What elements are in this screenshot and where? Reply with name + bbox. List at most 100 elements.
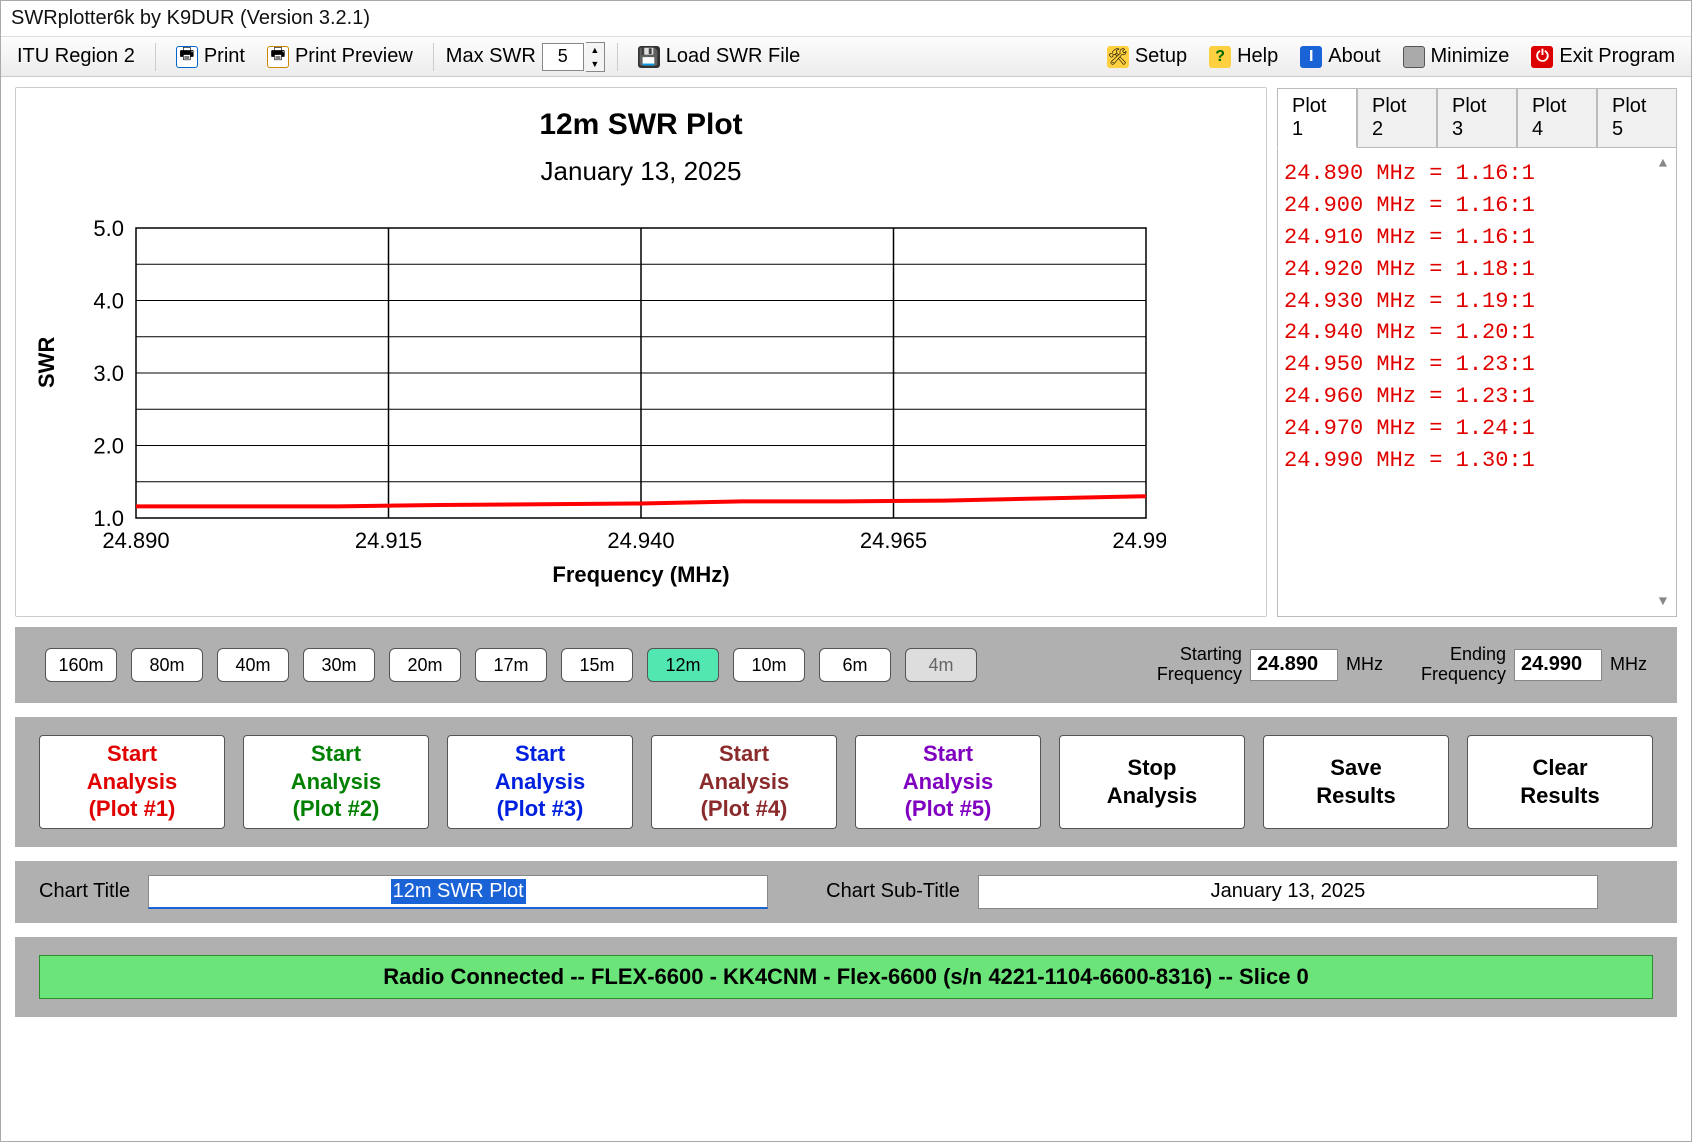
start-freq-input[interactable] (1250, 649, 1338, 681)
scroll-down-icon[interactable]: ▼ (1654, 592, 1672, 610)
chart-subtitle-label: Chart Sub-Title (826, 880, 960, 903)
svg-text:Frequency (MHz): Frequency (MHz) (552, 562, 729, 587)
listing-row: 24.920 MHz = 1.18:1 (1284, 254, 1670, 286)
exit-label: Exit Program (1559, 45, 1675, 68)
max-swr-label: Max SWR (446, 45, 536, 68)
band-button-80m[interactable]: 80m (131, 648, 203, 682)
band-button-12m[interactable]: 12m (647, 648, 719, 682)
svg-text:4.0: 4.0 (93, 289, 124, 314)
listing-row: 24.910 MHz = 1.16:1 (1284, 222, 1670, 254)
start-analysis-plot1-button[interactable]: StartAnalysis(Plot #1) (39, 735, 225, 829)
listing-row: 24.990 MHz = 1.30:1 (1284, 445, 1670, 477)
chart-title-label: Chart Title (39, 880, 130, 903)
itu-region-dropdown[interactable]: ITU Region 2 (9, 41, 143, 72)
start-analysis-plot5-button[interactable]: StartAnalysis(Plot #5) (855, 735, 1041, 829)
side-panel: Plot 1Plot 2Plot 3Plot 4Plot 5 ▲ ▼ 24.89… (1277, 87, 1677, 617)
max-swr-spin[interactable]: ▲ ▼ (586, 42, 605, 72)
chart-subtitle-input[interactable] (978, 875, 1598, 909)
tools-icon: 🛠 (1107, 46, 1129, 68)
exit-button[interactable]: ⏻ Exit Program (1523, 41, 1683, 72)
chart-title-value: 12m SWR Plot (391, 879, 526, 904)
mhz-label: MHz (1610, 654, 1647, 675)
minimize-icon (1403, 46, 1425, 68)
band-button-17m[interactable]: 17m (475, 648, 547, 682)
svg-text:3.0: 3.0 (93, 361, 124, 386)
action-buttons-strip: StartAnalysis(Plot #1) StartAnalysis(Plo… (15, 717, 1677, 847)
tab-plot-5[interactable]: Plot 5 (1597, 88, 1677, 148)
tab-plot-3[interactable]: Plot 3 (1437, 88, 1517, 148)
band-row: 160m 80m 40m 30m 20m 17m 15m 12m 10m 6m 4m Startin… (45, 645, 1647, 685)
svg-text:24.940: 24.940 (607, 528, 674, 553)
help-button[interactable]: ? Help (1201, 41, 1286, 72)
band-button-20m[interactable]: 20m (389, 648, 461, 682)
max-swr-stepper[interactable]: ▲ ▼ (542, 42, 605, 72)
plot-tabs: Plot 1Plot 2Plot 3Plot 4Plot 5 (1277, 87, 1677, 147)
print-preview-icon: 🖶 (267, 46, 289, 68)
listing-row: 24.930 MHz = 1.19:1 (1284, 286, 1670, 318)
listing-row: 24.940 MHz = 1.20:1 (1284, 317, 1670, 349)
print-button[interactable]: 🖶 Print (168, 41, 253, 72)
status-strip: Radio Connected -- FLEX-6600 - KK4CNM - … (15, 937, 1677, 1017)
toolbar: ITU Region 2 🖶 Print 🖶 Print Preview Max… (1, 37, 1691, 77)
window-title: SWRplotter6k by K9DUR (Version 3.2.1) (11, 7, 370, 29)
stop-analysis-button[interactable]: StopAnalysis (1059, 735, 1245, 829)
tab-plot-4[interactable]: Plot 4 (1517, 88, 1597, 148)
swr-listing[interactable]: ▲ ▼ 24.890 MHz = 1.16:124.900 MHz = 1.16… (1277, 147, 1677, 617)
end-freq-block: EndingFrequency MHz (1421, 645, 1647, 685)
tab-plot-2[interactable]: Plot 2 (1357, 88, 1437, 148)
save-disk-icon: 💾 (638, 46, 660, 68)
app-window: SWRplotter6k by K9DUR (Version 3.2.1) IT… (0, 0, 1692, 1142)
setup-label: Setup (1135, 45, 1187, 68)
band-button-10m[interactable]: 10m (733, 648, 805, 682)
band-strip: 160m 80m 40m 30m 20m 17m 15m 12m 10m 6m 4m Startin… (15, 627, 1677, 703)
separator (433, 43, 434, 71)
window-titlebar: SWRplotter6k by K9DUR (Version 3.2.1) (1, 1, 1691, 37)
power-icon: ⏻ (1531, 46, 1553, 68)
mhz-label: MHz (1346, 654, 1383, 675)
spin-down-icon[interactable]: ▼ (586, 57, 604, 71)
help-label: Help (1237, 45, 1278, 68)
clear-results-button[interactable]: ClearResults (1467, 735, 1653, 829)
tab-plot-1[interactable]: Plot 1 (1277, 88, 1357, 148)
status-bar: Radio Connected -- FLEX-6600 - KK4CNM - … (39, 955, 1653, 999)
about-button[interactable]: I About (1292, 41, 1388, 72)
print-preview-label: Print Preview (295, 45, 413, 68)
max-swr-input[interactable] (542, 43, 584, 71)
listing-row: 24.960 MHz = 1.23:1 (1284, 381, 1670, 413)
minimize-button[interactable]: Minimize (1395, 41, 1518, 72)
end-freq-label: EndingFrequency (1421, 645, 1506, 685)
start-analysis-plot2-button[interactable]: StartAnalysis(Plot #2) (243, 735, 429, 829)
chart-panel: 12m SWR Plot January 13, 2025 SWR 1.02.0… (15, 87, 1267, 617)
setup-button[interactable]: 🛠 Setup (1099, 41, 1195, 72)
listing-row: 24.970 MHz = 1.24:1 (1284, 413, 1670, 445)
listing-row: 24.890 MHz = 1.16:1 (1284, 158, 1670, 190)
band-button-40m[interactable]: 40m (217, 648, 289, 682)
load-swr-button[interactable]: 💾 Load SWR File (630, 41, 809, 72)
info-icon: I (1300, 46, 1322, 68)
band-button-6m[interactable]: 6m (819, 648, 891, 682)
svg-text:24.965: 24.965 (860, 528, 927, 553)
end-freq-input[interactable] (1514, 649, 1602, 681)
band-button-160m[interactable]: 160m (45, 648, 117, 682)
separator (155, 43, 156, 71)
listing-row: 24.950 MHz = 1.23:1 (1284, 349, 1670, 381)
start-freq-block: StartingFrequency MHz (1157, 645, 1383, 685)
start-analysis-plot3-button[interactable]: StartAnalysis(Plot #3) (447, 735, 633, 829)
svg-text:24.990: 24.990 (1112, 528, 1166, 553)
start-freq-label: StartingFrequency (1157, 645, 1242, 685)
save-results-button[interactable]: SaveResults (1263, 735, 1449, 829)
band-button-15m[interactable]: 15m (561, 648, 633, 682)
chart-title-input[interactable]: 12m SWR Plot (148, 875, 768, 909)
print-preview-button[interactable]: 🖶 Print Preview (259, 41, 421, 72)
content-row: 12m SWR Plot January 13, 2025 SWR 1.02.0… (1, 77, 1691, 627)
separator (617, 43, 618, 71)
spin-up-icon[interactable]: ▲ (586, 43, 604, 57)
svg-text:24.915: 24.915 (355, 528, 422, 553)
scroll-up-icon[interactable]: ▲ (1654, 154, 1672, 172)
start-analysis-plot4-button[interactable]: StartAnalysis(Plot #4) (651, 735, 837, 829)
itu-region-label: ITU Region 2 (17, 45, 135, 68)
chart-subtitle: January 13, 2025 (16, 156, 1266, 187)
band-button-4m[interactable]: 4m (905, 648, 977, 682)
band-button-30m[interactable]: 30m (303, 648, 375, 682)
svg-text:24.890: 24.890 (102, 528, 169, 553)
